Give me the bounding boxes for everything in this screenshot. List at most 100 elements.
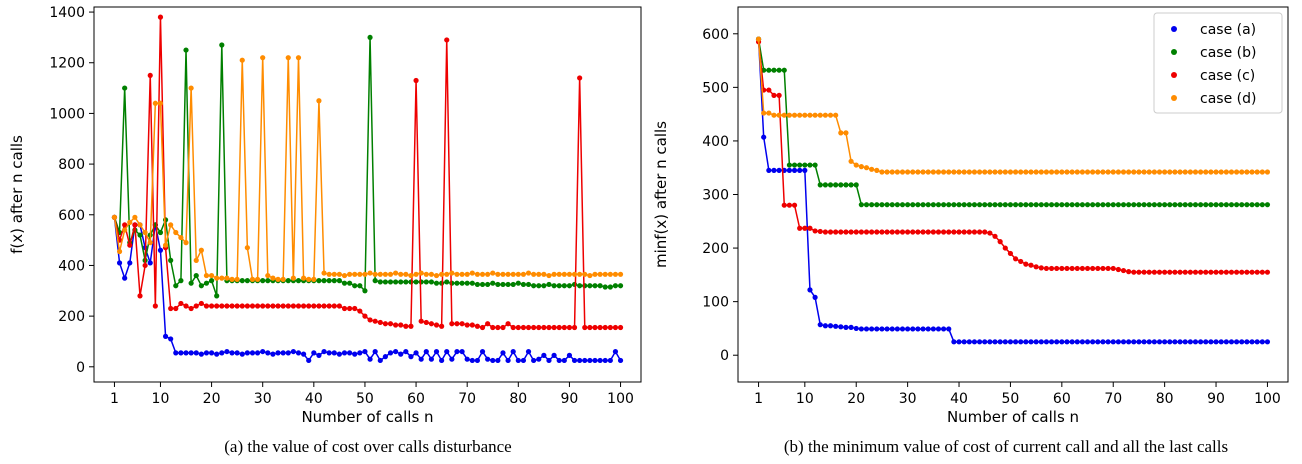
data-point <box>398 322 404 328</box>
data-point <box>1239 202 1245 208</box>
y-tick-label: 600 <box>58 208 85 224</box>
data-point <box>301 351 307 357</box>
data-point <box>173 350 179 356</box>
data-point <box>1054 169 1060 175</box>
data-point <box>1249 202 1255 208</box>
data-point <box>1100 265 1106 272</box>
data-point <box>1208 269 1214 275</box>
data-point <box>116 248 123 255</box>
data-point <box>1043 339 1050 345</box>
data-point <box>1054 339 1060 345</box>
data-point <box>316 278 322 284</box>
data-point <box>982 169 988 175</box>
data-point <box>771 92 777 98</box>
data-point <box>781 202 787 208</box>
data-point <box>531 357 537 364</box>
data-point <box>889 326 895 332</box>
data-point <box>1120 169 1127 175</box>
data-point <box>910 229 916 235</box>
data-point <box>971 169 978 175</box>
data-point <box>1120 202 1127 208</box>
data-point <box>1079 265 1085 272</box>
data-point <box>485 271 491 277</box>
data-point <box>1254 169 1260 175</box>
data-point <box>193 350 199 356</box>
data-point <box>1151 269 1157 275</box>
data-point <box>992 202 998 208</box>
data-point <box>976 229 983 235</box>
data-point <box>178 300 184 307</box>
data-point <box>500 324 506 331</box>
data-point <box>791 202 798 208</box>
data-point <box>1048 169 1055 175</box>
data-point <box>869 326 875 332</box>
data-point <box>863 202 870 208</box>
data-point <box>838 229 844 235</box>
y-tick-label: 100 <box>702 295 729 311</box>
data-point <box>188 280 194 286</box>
data-point <box>1254 269 1260 275</box>
data-point <box>357 271 363 277</box>
data-point <box>1012 256 1019 262</box>
data-point <box>1079 339 1085 345</box>
data-point <box>157 100 164 106</box>
data-point <box>311 276 317 282</box>
data-point <box>1079 169 1085 175</box>
data-point <box>802 167 808 173</box>
data-point <box>992 339 998 345</box>
y-tick-label: 400 <box>58 258 85 274</box>
data-point <box>239 303 245 309</box>
data-point <box>219 350 225 356</box>
data-point <box>766 87 772 93</box>
data-point <box>444 271 450 277</box>
series-case-b <box>755 36 1271 208</box>
data-point <box>393 270 399 276</box>
x-tick-label: 100 <box>1254 391 1281 407</box>
data-point <box>582 324 588 331</box>
data-point <box>341 272 348 279</box>
data-point <box>971 229 978 235</box>
data-point <box>362 313 368 319</box>
data-point <box>1023 202 1029 208</box>
data-point <box>326 350 332 356</box>
data-point <box>1259 269 1265 275</box>
data-point <box>1007 250 1014 257</box>
data-point <box>444 348 450 355</box>
data-point <box>1028 339 1034 345</box>
data-point <box>561 357 567 364</box>
data-point <box>1223 169 1229 175</box>
data-point <box>1172 169 1178 175</box>
data-point <box>1141 202 1147 208</box>
data-point <box>408 323 414 329</box>
data-point <box>428 356 434 362</box>
data-point <box>1069 339 1075 345</box>
data-point <box>848 229 854 235</box>
data-point <box>1090 169 1096 175</box>
data-point <box>915 202 921 208</box>
data-point <box>152 100 158 106</box>
data-point <box>525 348 532 355</box>
data-point <box>838 324 844 330</box>
data-point <box>1110 169 1116 175</box>
data-point <box>1007 202 1014 208</box>
x-tick-label: 90 <box>1207 391 1225 407</box>
data-point <box>869 202 875 208</box>
data-point <box>946 229 952 235</box>
data-point <box>541 352 547 358</box>
data-point <box>602 284 608 290</box>
data-point <box>571 324 578 331</box>
data-point <box>203 272 210 279</box>
data-point <box>433 280 440 286</box>
data-point <box>1018 202 1024 208</box>
data-point <box>357 308 363 314</box>
data-point <box>561 283 567 289</box>
data-point <box>372 318 378 324</box>
legend-label: case (c) <box>1200 68 1255 84</box>
data-point <box>1151 169 1157 175</box>
data-point <box>807 162 813 168</box>
data-point <box>347 280 353 286</box>
y-tick-label: 0 <box>720 348 729 364</box>
data-point <box>607 357 613 364</box>
series-case-d <box>111 55 624 282</box>
data-point <box>525 281 532 288</box>
